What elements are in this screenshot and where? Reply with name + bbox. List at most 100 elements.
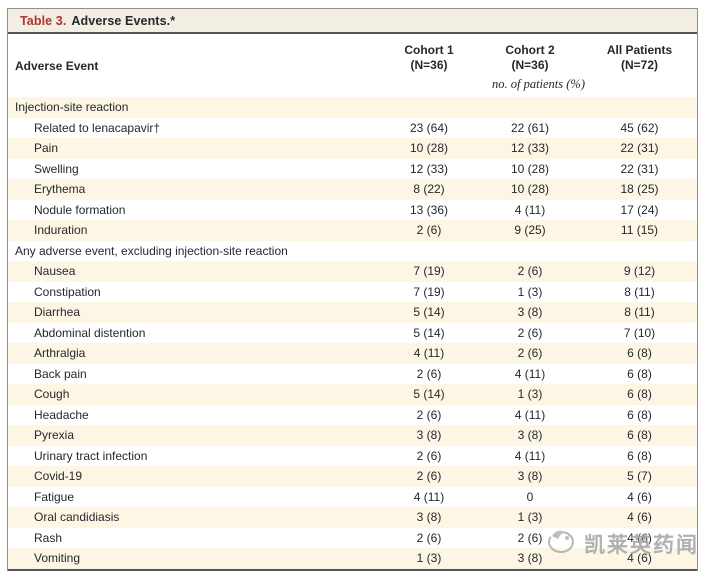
row-value: 7 (19) xyxy=(413,264,445,279)
row-value: 2 (6) xyxy=(416,448,442,463)
row-value: 2 (6) xyxy=(416,407,442,422)
row-value: 13 (36) xyxy=(409,202,449,217)
row-value: 3 (8) xyxy=(517,469,543,484)
row-label: Cough xyxy=(34,387,70,402)
row-label: Injection-site reaction xyxy=(15,100,129,115)
table-row: Cough 5 (14) 1 (3) 6 (8) xyxy=(8,384,697,405)
row-value: 4 (11) xyxy=(413,346,445,361)
row-value: 4 (11) xyxy=(514,448,546,463)
table-title: Table 3. Adverse Events.* xyxy=(8,9,697,34)
table-row: Pain 10 (28) 12 (33) 22 (31) xyxy=(8,138,697,159)
row-label: Covid-19 xyxy=(34,469,83,484)
row-value: 17 (24) xyxy=(620,202,659,217)
row-label: Urinary tract infection xyxy=(34,448,148,463)
row-value: 6 (8) xyxy=(627,387,652,402)
table-row: Rash 2 (6) 2 (6) 4 (6) xyxy=(8,528,697,549)
column-header-line1: All Patients xyxy=(606,43,673,57)
row-value: 1 (3) xyxy=(416,551,442,566)
table-row: Erythema 8 (22) 10 (28) 18 (25) xyxy=(8,179,697,200)
column-header-line1: Cohort 2 xyxy=(505,43,555,57)
table-row: Constipation 7 (19) 1 (3) 8 (11) xyxy=(8,282,697,303)
row-label: Pyrexia xyxy=(34,428,75,443)
column-header-line2: (N=36) xyxy=(511,58,549,72)
row-value: 2 (6) xyxy=(517,530,543,545)
row-label: Vomiting xyxy=(34,551,81,566)
table-row: Diarrhea 5 (14) 3 (8) 8 (11) xyxy=(8,302,697,323)
row-value: 5 (14) xyxy=(413,387,445,402)
row-value: 1 (3) xyxy=(517,284,543,299)
row-value: 4 (6) xyxy=(627,551,652,566)
row-value: 4 (6) xyxy=(627,489,652,504)
units-note: no. of patients (%) xyxy=(491,77,586,91)
row-label: Headache xyxy=(34,407,89,422)
table-header: Adverse Event Cohort 1 (N=36) Cohort 2 (… xyxy=(8,34,697,97)
table-row: Nausea 7 (19) 2 (6) 9 (12) xyxy=(8,261,697,282)
row-label: Nausea xyxy=(34,264,76,279)
row-value: 45 (62) xyxy=(620,120,659,135)
row-value: 7 (10) xyxy=(623,325,656,340)
row-value: 5 (14) xyxy=(413,325,445,340)
row-value: 6 (8) xyxy=(627,366,652,381)
table-row: Induration 2 (6) 9 (25) 11 (15) xyxy=(8,220,697,241)
row-label: Swelling xyxy=(34,161,79,176)
table-row: Abdominal distention 5 (14) 2 (6) 7 (10) xyxy=(8,323,697,344)
row-label: Fatigue xyxy=(34,489,75,504)
row-label: Arthralgia xyxy=(34,346,86,361)
row-value: 1 (3) xyxy=(517,387,543,402)
row-value: 6 (8) xyxy=(627,448,652,463)
table-row: Pyrexia 3 (8) 3 (8) 6 (8) xyxy=(8,425,697,446)
row-value: 2 (6) xyxy=(517,346,543,361)
table-row: Oral candidiasis 3 (8) 1 (3) 4 (6) xyxy=(8,507,697,528)
table-row: Headache 2 (6) 4 (11) 6 (8) xyxy=(8,405,697,426)
row-value: 2 (6) xyxy=(416,469,442,484)
row-label: Erythema xyxy=(34,182,86,197)
table-number: Table 3. xyxy=(20,14,67,28)
row-label: Abdominal distention xyxy=(34,325,146,340)
row-value: 4 (11) xyxy=(514,407,546,422)
table-title-text: Adverse Events.* xyxy=(71,14,176,28)
row-value: 12 (33) xyxy=(510,141,550,156)
row-label: Back pain xyxy=(34,366,87,381)
table-row: Fatigue 4 (11) 0 4 (6) xyxy=(8,487,697,508)
row-value: 5 (7) xyxy=(627,469,652,484)
row-header-label: Adverse Event xyxy=(15,59,99,73)
row-value: 23 (64) xyxy=(409,120,449,135)
row-value: 3 (8) xyxy=(416,510,442,525)
table-group-row: Injection-site reaction xyxy=(8,97,697,118)
column-header-cohort2: Cohort 2 (N=36) xyxy=(478,43,582,73)
row-value: 11 (15) xyxy=(620,223,659,238)
row-label: Any adverse event, excluding injection-s… xyxy=(15,243,288,258)
row-value: 6 (8) xyxy=(627,407,652,422)
row-label: Diarrhea xyxy=(34,305,81,320)
row-value: 2 (6) xyxy=(416,366,442,381)
table-row: Related to lenacapavir† 23 (64) 22 (61) 45 … xyxy=(8,118,697,139)
row-value: 6 (8) xyxy=(627,346,652,361)
table-row: Urinary tract infection 2 (6) 4 (11) 6 (8) xyxy=(8,446,697,467)
row-label: Nodule formation xyxy=(34,202,126,217)
table-body: Injection-site reaction Related to lenaca… xyxy=(8,97,697,571)
table-row: Back pain 2 (6) 4 (11) 6 (8) xyxy=(8,364,697,385)
row-value: 8 (11) xyxy=(624,305,655,320)
row-value: 22 (31) xyxy=(620,141,659,156)
column-header-all-patients: All Patients (N=72) xyxy=(582,43,697,73)
row-value: 18 (25) xyxy=(620,182,659,197)
row-value: 7 (19) xyxy=(413,284,445,299)
row-value: 4 (11) xyxy=(514,366,546,381)
row-value: 3 (8) xyxy=(517,551,543,566)
row-value: 4 (11) xyxy=(413,489,445,504)
row-value: 22 (61) xyxy=(510,120,550,135)
row-value: 4 (6) xyxy=(627,530,652,545)
row-label: Related to lenacapavir† xyxy=(34,120,161,135)
row-label: Induration xyxy=(34,223,88,238)
table-group-row: Any adverse event, excluding injection-s… xyxy=(8,241,697,262)
table-row: Vomiting 1 (3) 3 (8) 4 (6) xyxy=(8,548,697,569)
row-value: 0 xyxy=(526,489,534,504)
row-value: 12 (33) xyxy=(409,161,449,176)
row-value: 2 (6) xyxy=(416,223,442,238)
row-label: Constipation xyxy=(34,284,101,299)
column-header-cohort1: Cohort 1 (N=36) xyxy=(380,43,478,73)
adverse-events-table: Table 3. Adverse Events.* Adverse Event C… xyxy=(7,8,698,571)
row-value: 2 (6) xyxy=(517,325,543,340)
row-value: 10 (28) xyxy=(510,182,550,197)
